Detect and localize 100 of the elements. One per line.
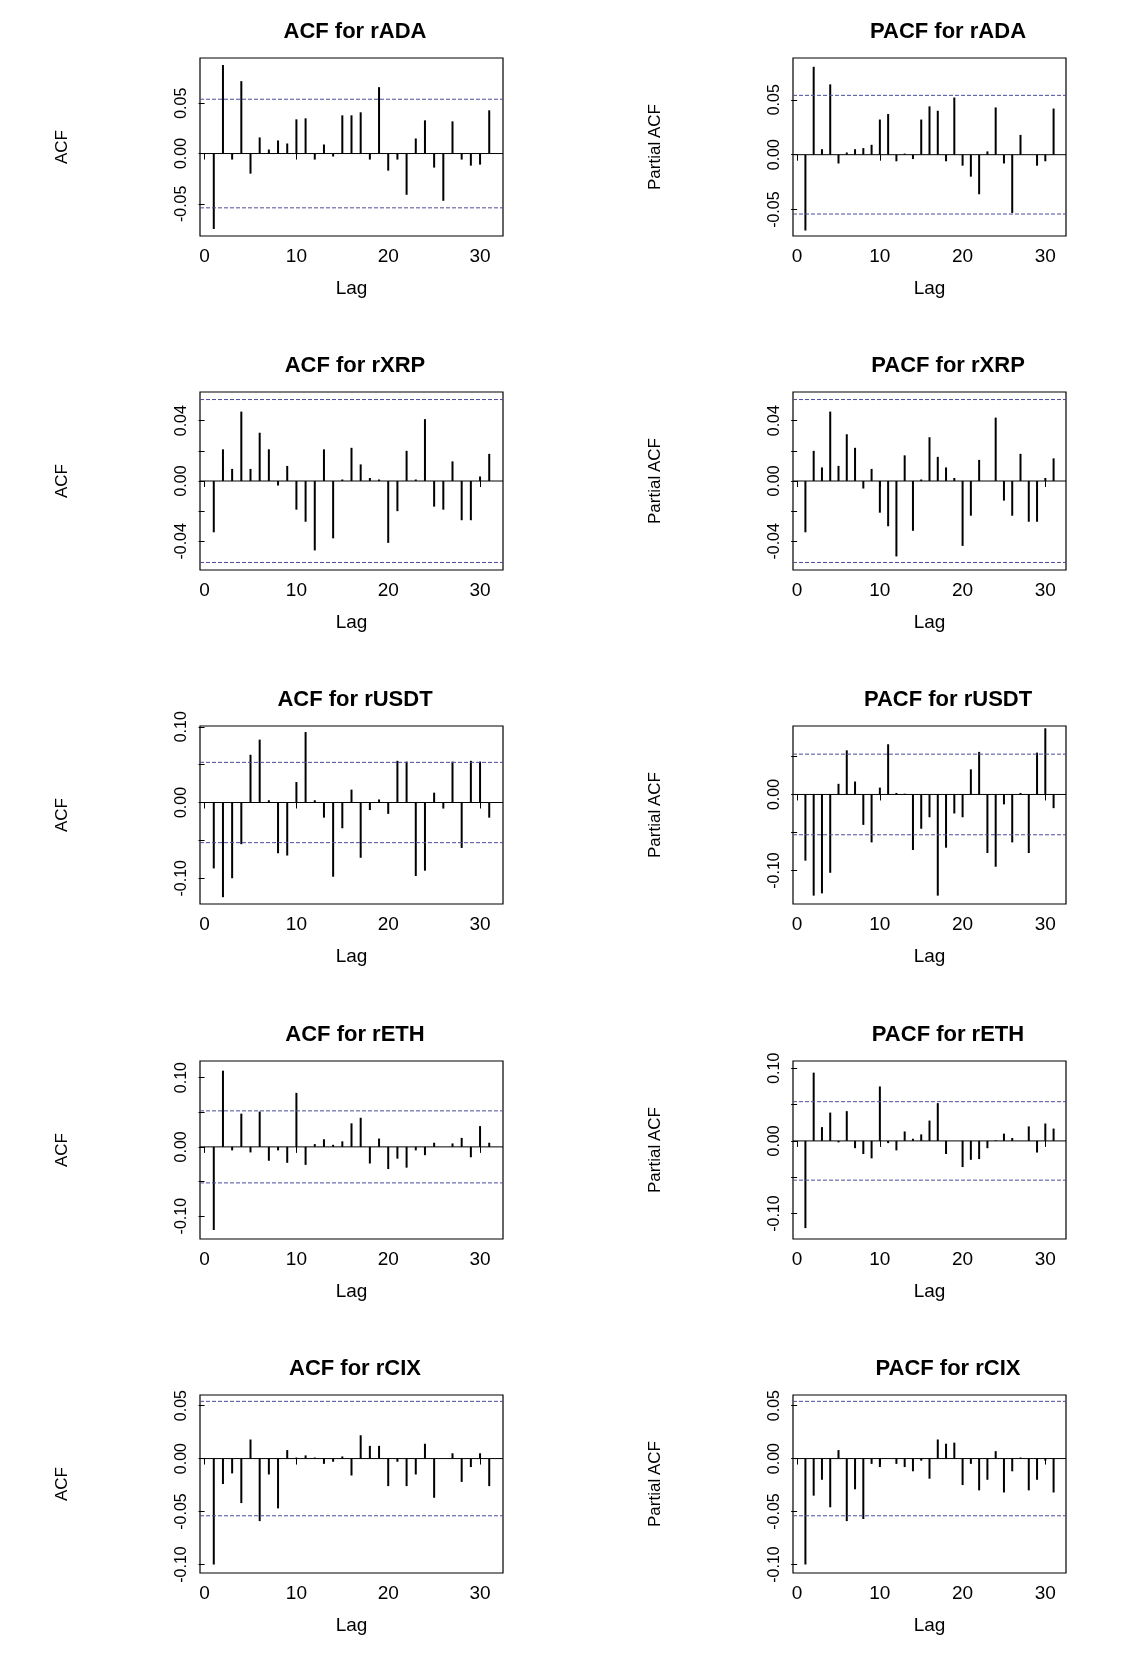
y-tick-label: 0.00 <box>171 1442 189 1474</box>
y-tick-label: -0.04 <box>764 523 782 560</box>
x-tick-label: 0 <box>199 245 210 266</box>
x-axis-title: Lag <box>913 1279 946 1301</box>
x-axis-title: Lag <box>913 945 946 967</box>
x-tick-label: 30 <box>1034 579 1056 601</box>
chart-title: PACF for rXRP <box>871 351 1025 377</box>
x-tick-label: 0 <box>791 579 803 601</box>
x-tick-label: 10 <box>285 1581 307 1603</box>
x-axis-title: Lag <box>913 1613 946 1635</box>
y-axis-title: ACF <box>52 798 71 833</box>
x-tick-label: 10 <box>869 913 891 935</box>
x-tick-label: 0 <box>199 1581 210 1603</box>
y-tick-label: 0.00 <box>171 465 189 497</box>
x-tick-label: 20 <box>952 1581 974 1603</box>
x-axis-title: Lag <box>335 945 368 967</box>
y-tick-label: 0.00 <box>764 139 782 171</box>
x-tick-label: 30 <box>469 913 491 935</box>
x-tick-label: 20 <box>377 245 399 266</box>
y-tick-label: -0.10 <box>171 1545 189 1583</box>
x-tick-label: 30 <box>1034 245 1056 266</box>
y-tick-label: -0.05 <box>764 1493 782 1530</box>
y-tick-label: 0.10 <box>171 711 189 743</box>
chart-title: ACF for rXRP <box>284 351 426 377</box>
y-tick-label: -0.10 <box>764 1545 782 1583</box>
y-tick-label: 0.05 <box>764 84 782 116</box>
chart-title: ACF for rUSDT <box>277 685 434 711</box>
y-axis-title: ACF <box>52 1466 71 1501</box>
x-axis-title: Lag <box>913 611 946 633</box>
x-tick-label: 20 <box>952 1247 974 1269</box>
y-axis-title: ACF <box>52 1132 71 1167</box>
x-tick-label: 20 <box>952 245 974 266</box>
y-axis-title: Partial ACF <box>645 438 664 525</box>
x-tick-label: 30 <box>469 579 491 601</box>
x-tick-label: 0 <box>791 913 803 935</box>
y-axis-title: Partial ACF <box>645 104 664 190</box>
x-tick-label: 10 <box>285 1247 307 1269</box>
y-axis-title: Partial ACF <box>645 1440 664 1527</box>
x-tick-label: 0 <box>791 245 803 266</box>
x-tick-label: 20 <box>377 1247 399 1269</box>
x-tick-label: 30 <box>469 1247 491 1269</box>
y-tick-label: 0.00 <box>171 787 189 819</box>
y-axis-title: ACF <box>52 130 71 164</box>
x-tick-label: 30 <box>469 1581 491 1603</box>
x-tick-label: 10 <box>869 1247 891 1269</box>
x-tick-label: 10 <box>285 579 307 601</box>
x-tick-label: 30 <box>1034 913 1056 935</box>
y-tick-label: 0.00 <box>764 465 782 497</box>
y-tick-label: -0.10 <box>764 852 782 890</box>
chart-title: PACF for rADA <box>869 17 1027 43</box>
chart-title: PACF for rETH <box>871 1020 1025 1046</box>
chart-title: PACF for rCIX <box>875 1354 1021 1380</box>
x-tick-label: 10 <box>869 1581 891 1603</box>
y-tick-label: 0.05 <box>171 87 189 119</box>
x-tick-label: 0 <box>791 1581 803 1603</box>
x-tick-label: 10 <box>869 245 891 266</box>
y-tick-label: -0.05 <box>764 191 782 228</box>
y-tick-label: 0.10 <box>171 1061 189 1093</box>
y-axis-title: Partial ACF <box>645 1106 664 1193</box>
y-tick-label: -0.04 <box>171 523 189 560</box>
x-tick-label: 0 <box>199 1247 210 1269</box>
x-tick-label: 30 <box>1034 1581 1056 1603</box>
x-axis-title: Lag <box>335 277 368 298</box>
x-tick-label: 20 <box>377 579 399 601</box>
chart-title: ACF for rETH <box>285 1020 425 1046</box>
x-axis-title: Lag <box>913 277 946 298</box>
y-tick-label: 0.04 <box>171 405 189 437</box>
x-tick-label: 20 <box>952 913 974 935</box>
x-tick-label: 20 <box>952 579 974 601</box>
y-tick-label: -0.10 <box>171 860 189 897</box>
y-tick-label: 0.05 <box>171 1389 189 1421</box>
x-axis-title: Lag <box>335 1613 368 1635</box>
x-tick-label: 20 <box>377 913 399 935</box>
y-tick-label: -0.05 <box>171 185 189 223</box>
x-tick-label: 10 <box>869 579 891 601</box>
y-tick-label: 0.00 <box>764 1442 782 1474</box>
y-tick-label: 0.05 <box>764 1389 782 1421</box>
x-tick-label: 0 <box>791 1247 803 1269</box>
y-tick-label: 0.00 <box>171 1130 189 1163</box>
chart-title: ACF for rCIX <box>289 1354 422 1380</box>
y-tick-label: 0.00 <box>764 779 782 811</box>
x-axis-title: Lag <box>335 1279 368 1301</box>
x-tick-label: 10 <box>285 913 307 935</box>
chart-title: ACF for rADA <box>283 17 427 43</box>
y-tick-label: 0.10 <box>764 1052 782 1084</box>
y-tick-label: -0.10 <box>171 1197 189 1234</box>
y-tick-label: 0.00 <box>171 137 189 170</box>
x-tick-label: 30 <box>1034 1247 1056 1269</box>
y-tick-label: -0.10 <box>764 1194 782 1232</box>
x-tick-label: 0 <box>199 579 210 601</box>
x-tick-label: 20 <box>377 1581 399 1603</box>
x-tick-label: 10 <box>285 245 307 266</box>
y-axis-title: Partial ACF <box>645 772 664 859</box>
y-tick-label: 0.00 <box>764 1124 782 1157</box>
x-tick-label: 0 <box>199 913 210 935</box>
x-tick-label: 30 <box>469 245 491 266</box>
chart-title: PACF for rUSDT <box>863 685 1033 711</box>
y-tick-label: -0.05 <box>171 1493 189 1530</box>
y-tick-label: 0.04 <box>764 405 782 437</box>
x-axis-title: Lag <box>335 611 368 633</box>
